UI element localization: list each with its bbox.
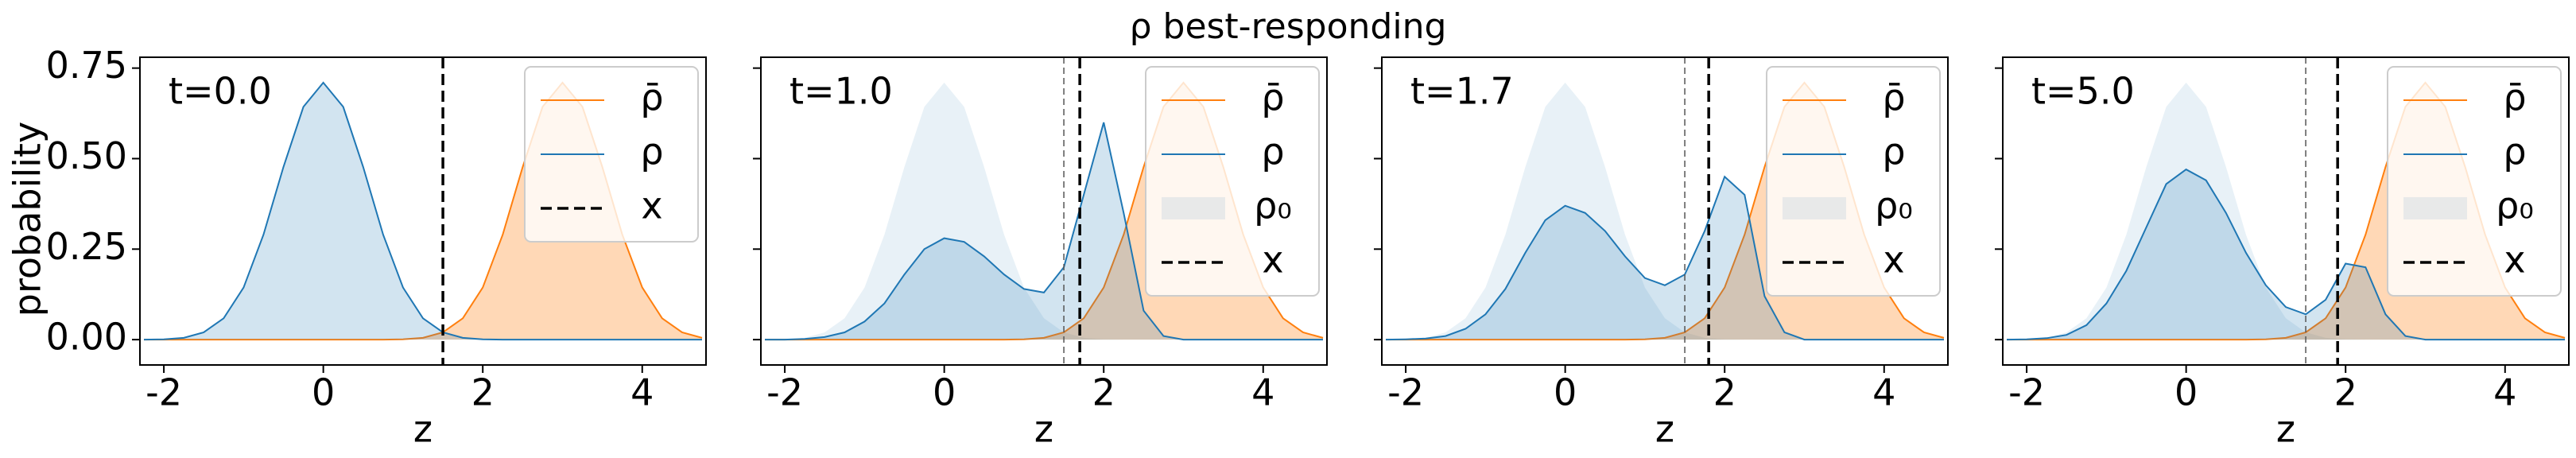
y-tick-label: 0.00 [46,316,127,359]
x-tick-label: 0 [1554,371,1577,414]
series-area [1386,82,1944,340]
y-tick-label: 0.25 [46,225,127,268]
y-tick-label: 0.50 [46,134,127,177]
x-tick-label: 0 [312,371,335,414]
time-annotation: t=1.0 [789,70,893,113]
axes-frame [760,56,1328,366]
x-axis-label: z [2276,408,2295,451]
legend-label: ρ̄ [2503,76,2526,119]
x-tick-label: -2 [766,371,803,414]
legend-label: ρ [640,130,663,173]
x-axis-label: z [1655,408,1674,451]
legend-box [1766,66,1941,297]
axes-frame [2002,56,2570,366]
x-axis-label: z [1034,408,1053,451]
legend-label: x [1883,239,1904,281]
x-tick-label: 2 [2334,371,2357,414]
legend-label: ρ̄ [1261,76,1284,119]
time-annotation: t=0.0 [169,70,272,113]
legend-label: ρ̄ [1882,76,1905,119]
x-tick-label: 2 [1713,371,1736,414]
axes-frame [1381,56,1949,366]
y-tick-label: 0.75 [46,44,127,87]
time-annotation: t=5.0 [2031,70,2135,113]
axes-frame [139,56,707,366]
series-line [765,122,1323,341]
series-area [2007,169,2565,340]
x-tick-label: 4 [2493,371,2516,414]
time-annotation: t=1.7 [1410,70,1514,113]
series-area [1386,177,1944,340]
legend-label: ρ₀ [1875,184,1913,227]
legend-box [524,66,699,243]
series-line [2006,168,2565,341]
series-area [2007,82,2565,340]
legend-key [1162,197,1225,219]
legend-label: x [2504,239,2525,281]
legend-label: x [641,184,662,227]
legend-label: ρ₀ [1254,184,1292,227]
x-axis-label: z [413,408,433,451]
x-tick-label: 0 [2174,371,2198,414]
x-tick-label: -2 [145,371,182,414]
x-tick-label: 4 [1872,371,1895,414]
legend-label: ρ [1882,130,1905,173]
figure-title: ρ best-responding [1130,6,1447,47]
x-tick-label: 2 [471,371,495,414]
x-tick-label: 4 [630,371,654,414]
legend-box [2387,66,2562,297]
x-tick-label: 4 [1251,371,1274,414]
legend-label: ρ̄ [640,76,663,119]
legend-label: ρ [1261,130,1284,173]
legend-label: x [1262,239,1283,281]
series-line [143,81,702,341]
legend-label: ρ [2503,130,2526,173]
x-tick-label: 0 [933,371,956,414]
legend-key [2403,197,2467,219]
x-tick-label: -2 [2008,371,2045,414]
y-axis-label: probability [6,122,49,316]
legend-box [1145,66,1320,297]
series-line [1385,175,1944,341]
x-tick-label: -2 [1387,371,1424,414]
legend-key [1783,197,1846,219]
series-area [765,122,1323,340]
series-area [144,82,702,340]
x-tick-label: 2 [1092,371,1115,414]
legend-label: ρ₀ [2496,184,2534,227]
